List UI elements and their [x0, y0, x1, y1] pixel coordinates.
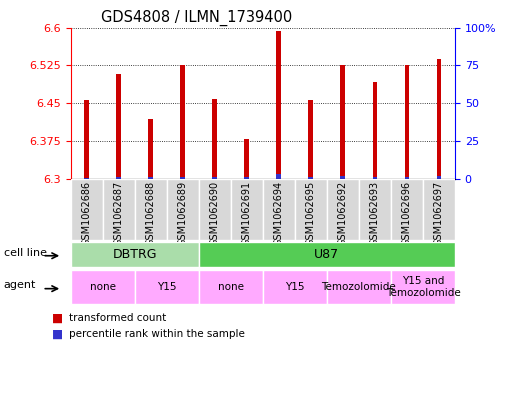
Text: Temozolomide: Temozolomide — [322, 282, 396, 292]
Bar — [423, 179, 455, 240]
Text: GDS4808 / ILMN_1739400: GDS4808 / ILMN_1739400 — [101, 10, 292, 26]
Text: ■: ■ — [52, 327, 63, 341]
Text: ■: ■ — [52, 312, 63, 325]
Text: GSM1062690: GSM1062690 — [210, 181, 220, 246]
Text: U87: U87 — [314, 248, 339, 261]
Text: GSM1062693: GSM1062693 — [370, 181, 380, 246]
Bar — [405, 65, 410, 179]
Bar — [244, 177, 249, 179]
Text: transformed count: transformed count — [69, 313, 166, 323]
Bar — [263, 179, 295, 240]
Text: percentile rank within the sample: percentile rank within the sample — [69, 329, 245, 339]
Bar — [167, 179, 199, 240]
Bar — [212, 99, 217, 179]
Bar — [263, 270, 327, 304]
Bar — [405, 177, 410, 179]
Text: GSM1062696: GSM1062696 — [402, 181, 412, 246]
Bar — [199, 242, 455, 267]
Bar — [372, 82, 377, 179]
Bar — [295, 179, 327, 240]
Bar — [180, 65, 185, 179]
Text: GSM1062692: GSM1062692 — [338, 181, 348, 246]
Text: GSM1062686: GSM1062686 — [82, 181, 92, 246]
Bar — [199, 270, 263, 304]
Text: GSM1062697: GSM1062697 — [434, 181, 444, 246]
Bar — [391, 270, 455, 304]
Bar — [309, 100, 313, 179]
Text: agent: agent — [4, 280, 36, 290]
Bar — [327, 270, 391, 304]
Text: cell line: cell line — [4, 248, 47, 258]
Text: none: none — [218, 282, 244, 292]
Bar — [340, 65, 345, 179]
Text: GSM1062689: GSM1062689 — [178, 181, 188, 246]
Text: DBTRG: DBTRG — [112, 248, 157, 261]
Bar — [199, 179, 231, 240]
Bar — [116, 74, 121, 179]
Bar — [116, 177, 121, 179]
Bar — [372, 177, 377, 179]
Text: GSM1062688: GSM1062688 — [146, 181, 156, 246]
Bar — [84, 100, 89, 179]
Text: Y15: Y15 — [157, 282, 176, 292]
Bar — [231, 179, 263, 240]
Bar — [340, 176, 345, 179]
Text: none: none — [89, 282, 116, 292]
Text: Y15: Y15 — [285, 282, 304, 292]
Bar — [71, 179, 103, 240]
Bar — [277, 31, 281, 179]
Bar — [212, 177, 217, 179]
Bar — [309, 176, 313, 179]
Text: Y15 and
Temozolomide: Y15 and Temozolomide — [385, 276, 460, 298]
Text: GSM1062687: GSM1062687 — [113, 181, 123, 246]
Bar — [244, 140, 249, 179]
Text: GSM1062695: GSM1062695 — [306, 181, 316, 246]
Bar — [327, 179, 359, 240]
Bar — [135, 270, 199, 304]
Bar — [84, 178, 89, 179]
Bar — [149, 177, 153, 179]
Bar — [437, 176, 441, 179]
Bar — [149, 119, 153, 179]
Bar — [277, 174, 281, 179]
Bar — [391, 179, 423, 240]
Text: GSM1062691: GSM1062691 — [242, 181, 252, 246]
Text: GSM1062694: GSM1062694 — [274, 181, 284, 246]
Bar — [135, 179, 167, 240]
Bar — [437, 59, 441, 179]
Bar — [359, 179, 391, 240]
Bar — [71, 270, 135, 304]
Bar — [180, 176, 185, 179]
Bar — [71, 242, 199, 267]
Bar — [103, 179, 135, 240]
